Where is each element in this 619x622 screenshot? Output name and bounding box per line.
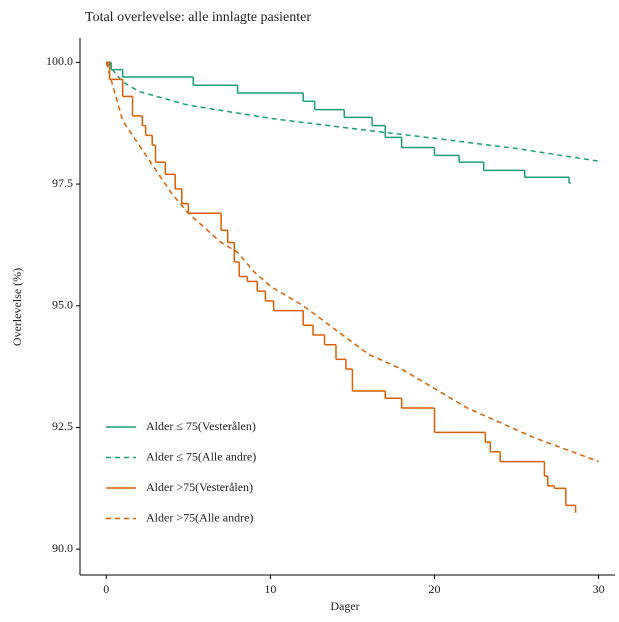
legend-label: Alder ≤ 75(Alle andre) xyxy=(146,449,256,463)
legend-label: Alder >75(Alle andre) xyxy=(146,510,253,524)
series-line xyxy=(105,61,599,162)
series-line xyxy=(105,62,599,463)
x-axis-label: Dager xyxy=(330,599,359,613)
legend-label: Alder ≤ 75(Vesterålen) xyxy=(146,419,256,433)
y-tick-label: 97.5 xyxy=(52,176,73,190)
y-tick-label: 95.0 xyxy=(52,298,73,312)
x-tick-label: 0 xyxy=(103,582,109,596)
y-tick-label: 90.0 xyxy=(52,541,73,555)
chart-title: Total overlevelse: alle innlagte pasient… xyxy=(85,10,311,25)
x-tick-label: 10 xyxy=(264,582,276,596)
legend-label: Alder >75(Vesterålen) xyxy=(146,480,253,494)
y-axis-label: Overlevelse (%) xyxy=(10,268,24,346)
x-tick-label: 20 xyxy=(428,582,440,596)
x-tick-label: 30 xyxy=(593,582,605,596)
y-tick-label: 92.5 xyxy=(52,419,73,433)
y-tick-label: 100.0 xyxy=(46,54,73,68)
